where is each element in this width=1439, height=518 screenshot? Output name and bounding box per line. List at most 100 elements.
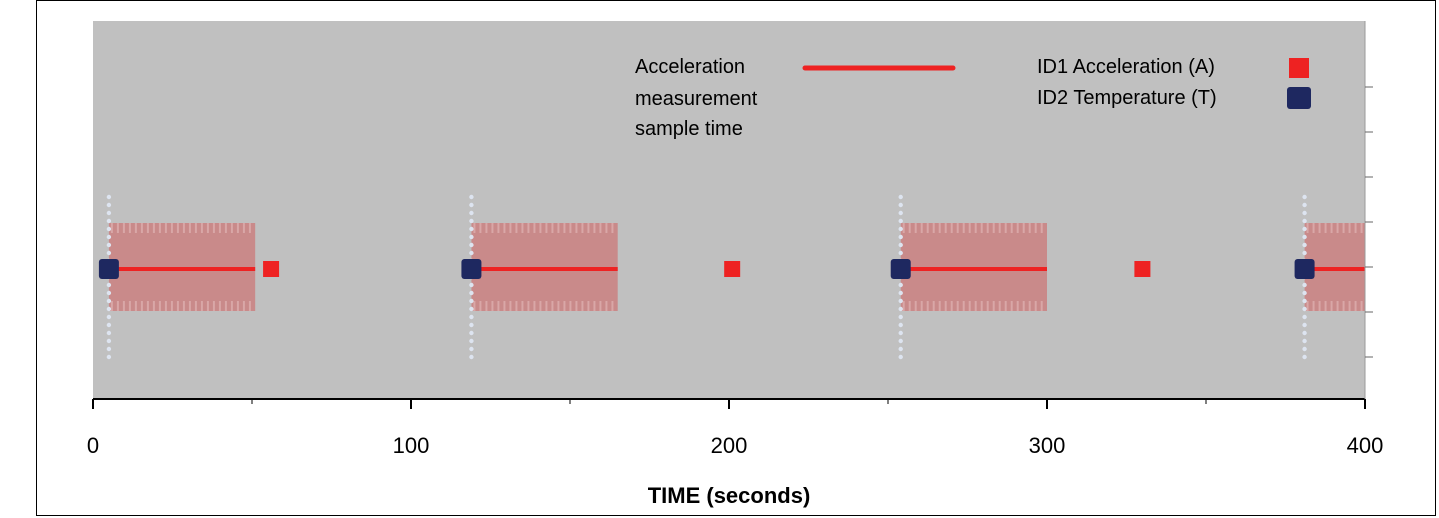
sample-windows xyxy=(106,194,1365,360)
sample-dot xyxy=(469,330,474,336)
sample-dot xyxy=(898,234,903,240)
sample-dot xyxy=(898,194,903,200)
sample-dot xyxy=(106,218,112,224)
sample-dot xyxy=(106,322,112,328)
legend: Acceleration measurement sample time ID1… xyxy=(635,56,1311,140)
sample-dot xyxy=(469,210,474,216)
sample-dot xyxy=(106,210,112,216)
id1-acceleration-point xyxy=(1134,261,1151,277)
legend-id1-swatch xyxy=(1289,58,1309,78)
sample-dot xyxy=(469,218,474,224)
sample-dot xyxy=(1302,250,1307,256)
sample-dot xyxy=(1302,226,1307,232)
legend-line-label-3: sample time xyxy=(635,118,743,140)
sample-dot xyxy=(898,298,903,304)
sample-dot xyxy=(469,202,474,208)
id2-temperature-point xyxy=(98,259,119,279)
sample-dot xyxy=(469,338,474,344)
sample-dot xyxy=(469,290,474,296)
sample-dot xyxy=(1302,234,1307,240)
sample-dot xyxy=(1302,306,1307,312)
x-axis-title: TIME (seconds) xyxy=(648,483,811,508)
sample-dot xyxy=(469,282,474,288)
sample-dot xyxy=(1302,346,1307,352)
sample-dot xyxy=(1302,314,1307,320)
sample-dot xyxy=(898,210,903,216)
sample-window-1 xyxy=(106,194,256,360)
legend-line-label-2: measurement xyxy=(635,88,758,110)
sample-dot xyxy=(898,290,903,296)
id1-acceleration-point xyxy=(263,261,280,277)
sample-dot xyxy=(898,322,903,328)
sample-dot xyxy=(898,250,903,256)
id2-temperature-point xyxy=(461,259,482,279)
sample-dot xyxy=(469,242,474,248)
sample-dot xyxy=(469,346,474,352)
sample-dot xyxy=(469,250,474,256)
sample-dot xyxy=(1302,282,1307,288)
sample-dot xyxy=(898,346,903,352)
sample-dot xyxy=(106,330,112,336)
sample-dot xyxy=(1302,354,1307,360)
id2-temperature-point xyxy=(890,259,911,279)
sample-dot xyxy=(469,322,474,328)
legend-id1-label: ID1 Acceleration (A) xyxy=(1037,56,1215,78)
sample-dot xyxy=(469,354,474,360)
sample-dot xyxy=(898,338,903,344)
sample-dot xyxy=(898,202,903,208)
chart-frame: 0 100 200 300 400 TIME (seconds) Acceleratio… xyxy=(36,0,1436,516)
legend-id2-swatch xyxy=(1287,87,1311,109)
id1-acceleration-point xyxy=(724,261,741,277)
timeline-chart: 0 100 200 300 400 TIME (seconds) Acceleratio… xyxy=(87,21,1383,508)
sample-window-2 xyxy=(469,194,618,360)
sample-dot xyxy=(469,226,474,232)
x-axis-ticks: 0 100 200 300 400 xyxy=(87,399,1383,458)
legend-id2-label: ID2 Temperature (T) xyxy=(1037,87,1217,109)
sample-dot xyxy=(106,242,112,248)
sample-dot xyxy=(106,346,112,352)
x-tick-label: 0 xyxy=(87,433,99,458)
sample-dot xyxy=(898,354,903,360)
right-axis-ticks xyxy=(1364,21,1373,399)
data-points xyxy=(98,259,1315,279)
sample-dot xyxy=(106,338,112,344)
sample-dot xyxy=(106,234,112,240)
sample-dot xyxy=(106,282,112,288)
sample-dot xyxy=(1302,210,1307,216)
sample-dot xyxy=(469,194,474,200)
sample-dot xyxy=(106,226,112,232)
sample-dot xyxy=(106,298,112,304)
sample-dot xyxy=(1302,298,1307,304)
sample-dot xyxy=(1302,338,1307,344)
sample-dot xyxy=(1302,290,1307,296)
sample-window-4 xyxy=(1302,194,1365,360)
sample-dot xyxy=(106,314,112,320)
sample-dot xyxy=(1302,322,1307,328)
sample-dot xyxy=(1302,218,1307,224)
sample-dot xyxy=(106,194,112,200)
sample-dot xyxy=(1302,194,1307,200)
sample-dot xyxy=(469,234,474,240)
sample-dot xyxy=(469,298,474,304)
sample-dot xyxy=(1302,202,1307,208)
sample-dot xyxy=(106,202,112,208)
legend-line-label-1: Acceleration xyxy=(635,56,745,78)
sample-dot xyxy=(898,314,903,320)
x-tick-label: 200 xyxy=(711,433,748,458)
sample-window-3 xyxy=(898,194,1047,360)
sample-dot xyxy=(898,330,903,336)
sample-dot xyxy=(469,314,474,320)
x-tick-label: 400 xyxy=(1347,433,1384,458)
sample-dot xyxy=(106,354,112,360)
sample-dot xyxy=(1302,330,1307,336)
id2-temperature-point xyxy=(1294,259,1315,279)
sample-dot xyxy=(898,226,903,232)
x-tick-label: 300 xyxy=(1029,433,1066,458)
sample-dot xyxy=(106,250,112,256)
sample-dot xyxy=(898,306,903,312)
sample-dot xyxy=(898,242,903,248)
sample-dot xyxy=(1302,242,1307,248)
x-tick-label: 100 xyxy=(393,433,430,458)
plot-area xyxy=(93,21,1365,399)
sample-dot xyxy=(898,282,903,288)
